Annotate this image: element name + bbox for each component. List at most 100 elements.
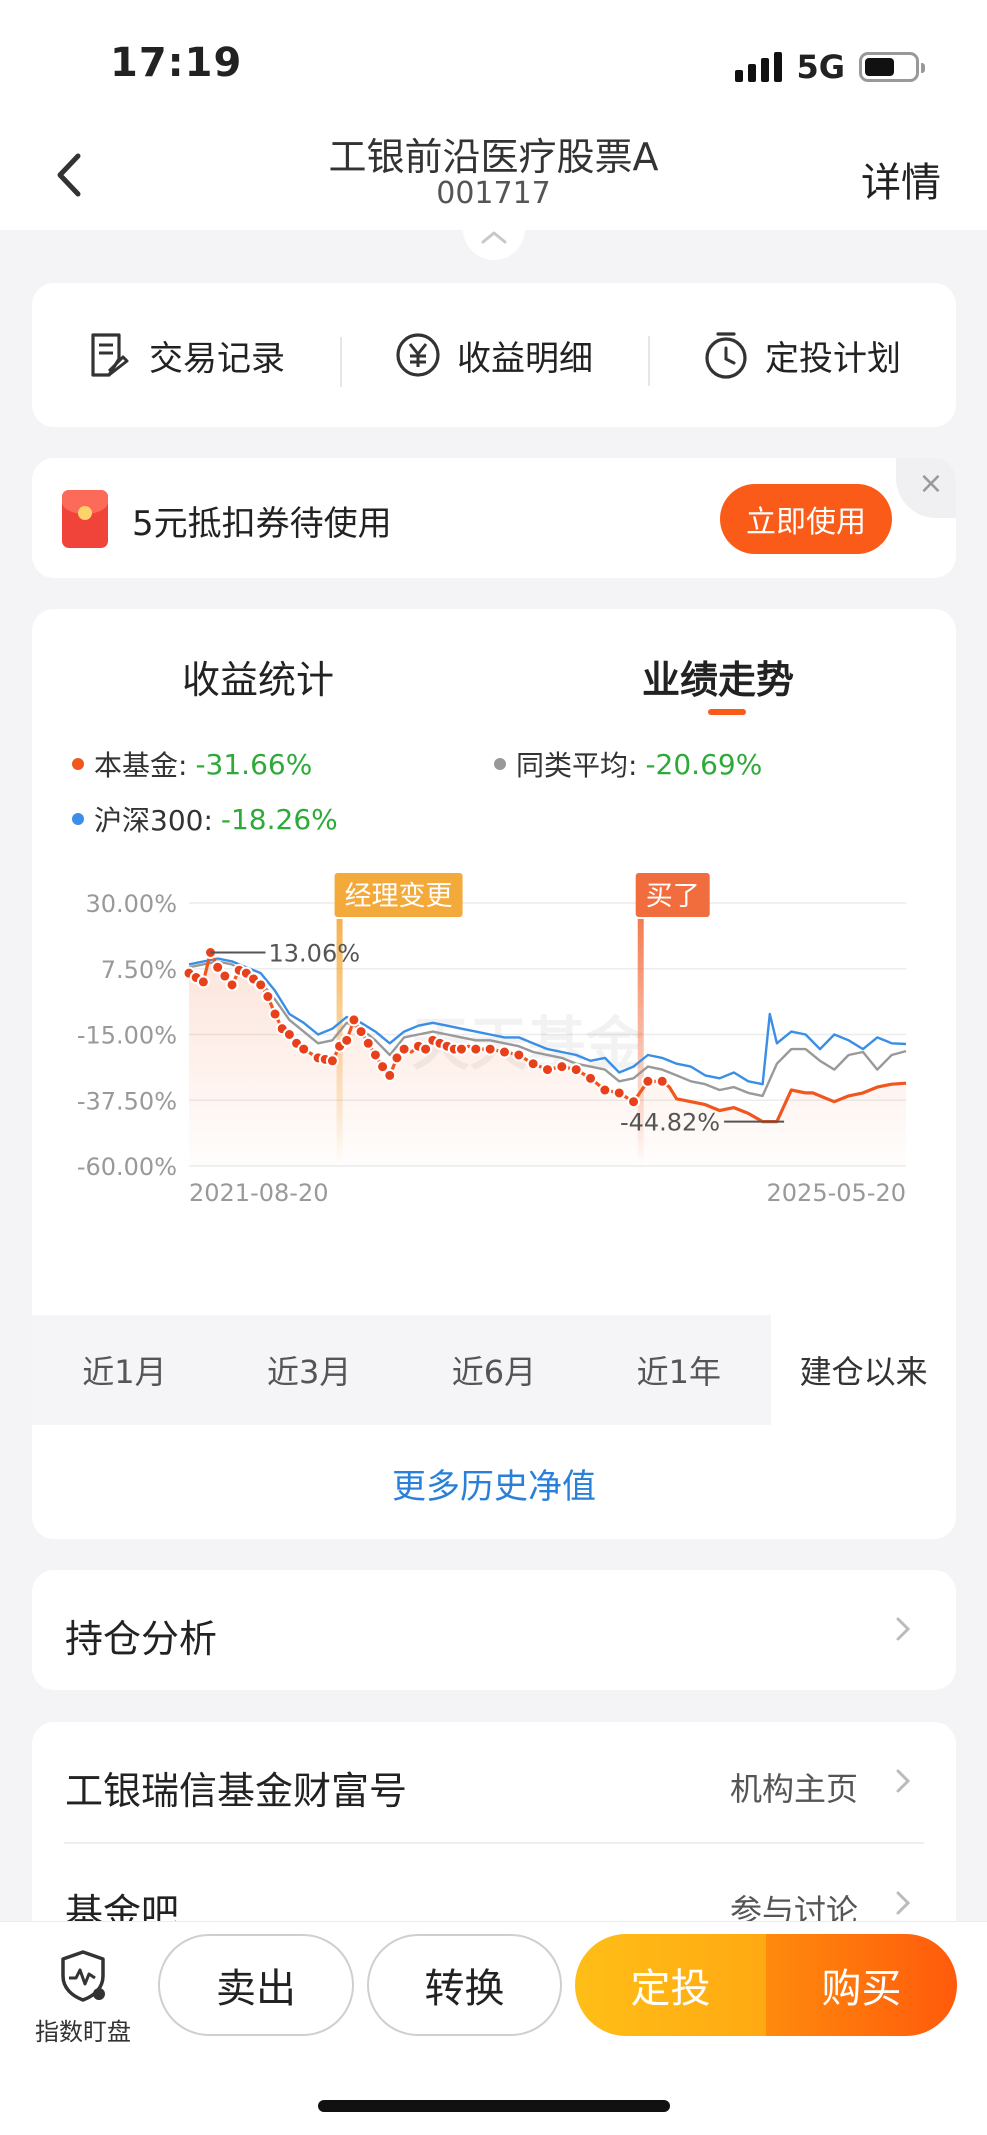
trade-marker [297,1042,311,1056]
x-tick-label: 2021-08-20 [189,1179,328,1207]
y-tick-label: 30.00% [85,890,177,918]
legend-fund-dot [72,758,84,770]
period-since-inception[interactable]: 建仓以来 [771,1315,956,1425]
trade-marker [218,969,232,983]
series-line-同类平均 [188,960,907,1098]
trade-marker [598,1083,612,1097]
event-label: 经理变更 [345,881,453,912]
trade-marker [483,1042,497,1056]
fund-company-row[interactable]: 工银瑞信基金财富号 机构主页 [32,1722,956,1842]
trade-marker [340,1033,354,1047]
convert-button[interactable]: 转换 [367,1934,562,2036]
signal-icon [735,52,783,82]
collapse-handle[interactable] [463,226,525,260]
event-label: 买了 [646,881,700,912]
active-tab-indicator [708,709,746,715]
close-icon[interactable]: × [896,458,956,518]
divider [64,1842,924,1844]
trade-marker [354,1025,368,1039]
legend-fund-label: 本基金: [94,749,188,782]
coupon-banner: 5元抵扣券待使用 立即使用 × [32,458,956,578]
status-time: 17:19 [110,40,243,86]
event-marker-line [637,919,644,1166]
legend-peer-average: 同类平均: -20.69% [494,744,762,784]
trade-marker [196,975,210,989]
coupon-text: 5元抵扣券待使用 [132,504,392,544]
event-badge [334,873,463,917]
home-indicator [318,2100,670,2112]
trade-marker [261,990,275,1004]
performance-chart[interactable]: 30.00% 7.50% -15.00% -37.50% -60.00% 2021-08-… [32,859,956,1269]
legend-csi300: 沪深300: -18.26% [72,799,338,839]
use-coupon-button[interactable]: 立即使用 [720,484,892,554]
index-watch-button[interactable]: 指数盯盘 [28,1948,138,2047]
x-tick-label: 2025-05-20 [767,1179,906,1207]
earnings-detail-button[interactable]: 收益明细 [340,331,648,387]
annotation-label: 13.06% [269,940,361,968]
holdings-analysis-row[interactable]: 持仓分析 [32,1570,956,1690]
period-1y[interactable]: 近1年 [636,1353,721,1391]
trade-marker [347,1013,361,1027]
holdings-analysis-label: 持仓分析 [65,1617,218,1661]
trade-marker [211,960,225,974]
chevron-left-icon [57,153,81,197]
more-history-nav-link[interactable]: 更多历史净值 [392,1467,596,1507]
trade-marker [555,1060,569,1074]
period-6m[interactable]: 近6月 [451,1353,537,1391]
nav-bar: 工银前沿医疗股票A 001717 详情 [0,120,987,230]
trade-marker [526,1057,540,1071]
trade-marker [383,1068,397,1082]
event-badge [635,873,710,917]
network-type: 5G [796,48,845,86]
detail-link[interactable]: 详情 [861,160,941,206]
trade-marker [325,1054,339,1068]
trade-records-label: 交易记录 [149,338,285,379]
legend-fund-value: -31.66% [195,747,313,781]
battery-icon [859,52,925,82]
y-tick-label: -60.00% [77,1153,177,1181]
sell-button[interactable]: 卖出 [158,1934,354,2036]
chevron-right-icon [896,1617,911,1641]
page-title: 工银前沿医疗股票A [328,135,659,179]
trade-marker [627,1095,641,1109]
trade-marker [225,978,239,992]
period-1m[interactable]: 近1月 [82,1353,167,1391]
trade-marker [419,1042,433,1056]
legend-csi300-dot [72,813,84,825]
auto-invest-plan-button[interactable]: 定投计划 [648,330,956,386]
legend-peer-dot [494,758,506,770]
bottom-action-bar: 指数盯盘 卖出 转换 定投 购买 [0,1921,987,2135]
trade-marker [361,1036,375,1050]
org-homepage-link[interactable]: 机构主页 [729,1770,858,1808]
status-bar: 17:19 5G [0,0,987,120]
timer-icon [705,332,747,379]
auto-invest-plan-label: 定投计划 [765,338,901,379]
trade-marker [469,1042,483,1056]
earnings-detail-label: 收益明细 [457,338,593,379]
trade-marker [368,1048,382,1062]
trade-marker [541,1063,554,1077]
chevron-up-icon [481,231,507,244]
series-line-沪深300 [188,957,907,1086]
back-button[interactable] [50,150,90,200]
tab-earnings-stats[interactable]: 收益统计 [182,658,335,702]
trade-marker [569,1063,583,1077]
tab-performance-trend[interactable]: 业绩走势 [642,658,795,702]
legend-csi300-label: 沪深300: [94,804,213,837]
red-envelope-icon [62,490,108,548]
buy-button[interactable]: 购买 [766,1934,957,2036]
status-icons: 5G [735,48,925,86]
buy-button-group: 定投 购买 [575,1934,957,2036]
fund-area [189,952,906,1166]
period-3m[interactable]: 近3月 [267,1353,352,1391]
trade-records-button[interactable]: 交易记录 [32,331,340,380]
legend-peer-label: 同类平均: [516,749,638,782]
index-watch-label: 指数盯盘 [35,2018,131,2046]
trade-marker [268,1007,282,1021]
legend-peer-value: -20.69% [645,747,763,781]
quick-actions-card: 交易记录 收益明细 定投计划 [32,283,956,427]
fixed-invest-button[interactable]: 定投 [575,1934,766,2036]
annotation-label: -44.82% [620,1109,720,1137]
chevron-right-icon [896,1891,911,1915]
trade-marker [655,1074,669,1088]
